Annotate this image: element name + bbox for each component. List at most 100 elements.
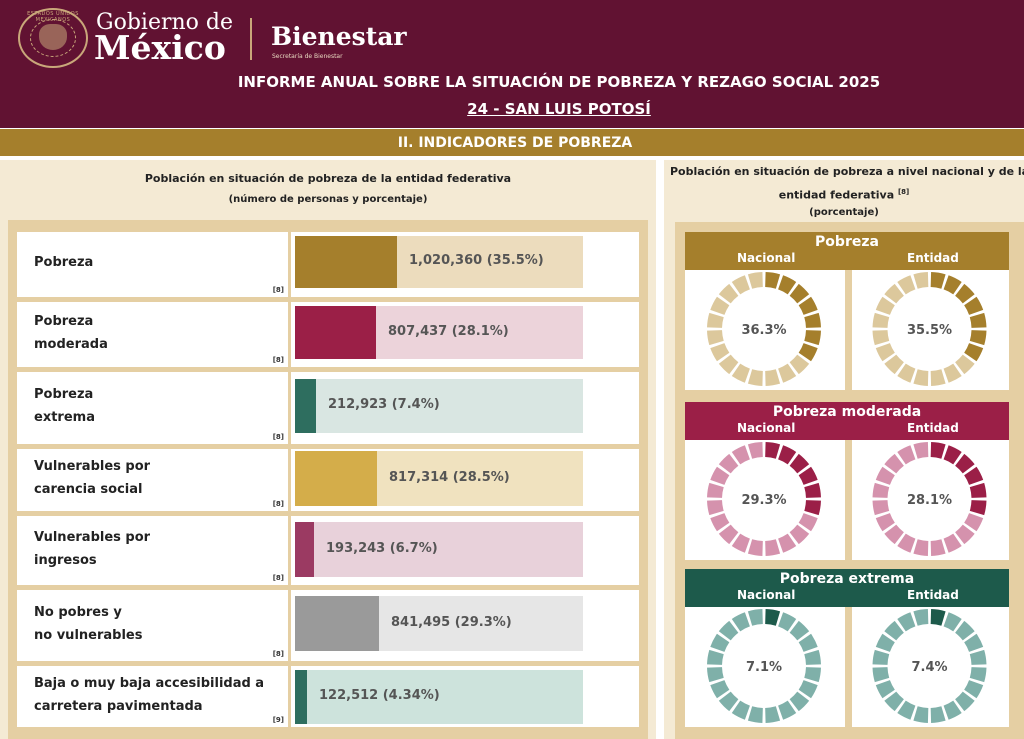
gobierno-line1: Gobierno de — [96, 10, 233, 35]
indicator-bar-cell: 841,495 (29.3%) — [291, 590, 639, 661]
indicator-source-note: [8] — [272, 356, 284, 364]
donut-segment — [731, 445, 750, 465]
donut-group-header: Pobreza Nacional Entidad — [685, 232, 1009, 270]
indicator-value: 212,923 (7.4%) — [328, 397, 440, 412]
donut-segment — [969, 649, 987, 665]
donut-segment — [969, 667, 987, 683]
indicator-label-cell: Baja o muy baja accesibilidad a carretera… — [17, 666, 288, 727]
indicator-label-line2: extrema — [34, 410, 95, 425]
nacional-label: Nacional — [737, 251, 796, 265]
donut-segment — [875, 296, 895, 315]
donut-chart-nacional: 7.1% — [707, 609, 821, 723]
indicator-row: Vulnerables por ingresos [8] 193,243 (6.7%) — [17, 516, 639, 585]
indicator-bar-cell: 807,437 (28.1%) — [291, 302, 639, 367]
donut-segment — [731, 700, 750, 720]
indicator-bar-cell: 817,314 (28.5%) — [291, 449, 639, 511]
indicator-row: Vulnerables por carencia social [8] 817,314… — [17, 449, 639, 511]
donut-segment — [798, 513, 818, 532]
donut-segment — [765, 539, 781, 556]
donut-segment — [969, 482, 987, 498]
donut-segment — [943, 275, 962, 295]
left-panel-title: Población en situación de pobreza de la … — [144, 172, 512, 185]
donut-segment — [789, 354, 810, 375]
header: ESTADOS UNIDOS MEXICANOS Gobierno de Méx… — [0, 0, 1024, 128]
indicator-row: Pobreza [8] 1,020,360 (35.5%) — [17, 232, 639, 297]
indicator-source-note: [8] — [272, 650, 284, 658]
donut-segment — [884, 354, 904, 375]
indicator-label-line1: Pobreza — [34, 313, 94, 329]
donut-segment — [943, 445, 962, 465]
entidad-label: Entidad — [907, 588, 959, 602]
donut-segment — [913, 706, 929, 723]
donut-chart-nacional: 36.3% — [707, 272, 821, 386]
left-panel-subtitle: (número de personas y porcentaje) — [228, 194, 428, 205]
indicator-label-cell: Pobreza moderada [8] — [17, 302, 288, 367]
donut-segment — [804, 667, 821, 683]
indicator-label-line1: Vulnerables por — [34, 529, 151, 545]
donut-segment — [707, 667, 724, 683]
indicator-row: Pobreza extrema [8] 212,923 (7.4%) — [17, 372, 639, 444]
donut-value-label: 7.1% — [746, 660, 782, 675]
indicator-label: Pobreza — [34, 251, 93, 274]
donut-segment — [930, 706, 946, 723]
right-panel-note: [8] — [897, 188, 910, 196]
donut-segment — [930, 272, 946, 289]
donut-segment — [897, 533, 916, 553]
donut-segment — [778, 533, 797, 553]
indicator-bar-fill — [295, 306, 376, 359]
nacional-label: Nacional — [737, 588, 796, 602]
donut-segment — [943, 363, 962, 383]
donut-segment — [897, 612, 916, 632]
indicator-label-line2: ingresos — [34, 552, 97, 568]
indicator-source-note: [8] — [272, 286, 284, 294]
indicator-value: 122,512 (4.34%) — [319, 688, 440, 703]
indicator-label-line1: Vulnerables por — [34, 459, 151, 474]
donut-segment — [789, 691, 810, 712]
donut-segment — [930, 539, 946, 556]
section-title: II. INDICADORES DE POBREZA — [0, 129, 1024, 156]
indicator-bar-fill — [295, 379, 316, 433]
donut-segment — [872, 500, 890, 516]
national-seal-logo: ESTADOS UNIDOS MEXICANOS — [18, 8, 88, 68]
indicator-bar-fill — [295, 451, 377, 506]
donut-segment — [955, 283, 975, 304]
indicator-label: Baja o muy baja accesibilidad a carretera… — [34, 672, 264, 718]
donut-value-label: 35.5% — [907, 323, 952, 338]
indicator-label: Vulnerables por carencia social — [34, 455, 150, 501]
donut-segment — [930, 369, 946, 386]
donut-segment — [718, 283, 739, 304]
donut-segment — [710, 633, 730, 652]
header-divider — [250, 18, 252, 60]
donut-segment — [707, 312, 724, 328]
indicator-label-line2: moderada — [34, 336, 108, 352]
donut-segment — [955, 453, 975, 474]
donut-chart-entidad: 28.1% — [872, 442, 987, 556]
indicator-bar-cell: 122,512 (4.34%) — [291, 666, 639, 727]
report-title: INFORME ANUAL SOBRE LA SITUACIÓN DE POBR… — [237, 73, 881, 91]
donut-segment — [872, 330, 890, 346]
nacional-label: Nacional — [737, 421, 796, 435]
donut-segment — [778, 445, 797, 465]
indicator-source-note: [9] — [272, 716, 284, 724]
indicator-label: Pobreza extrema — [34, 383, 95, 429]
donut-segment — [943, 533, 962, 553]
donut-segment — [747, 706, 763, 723]
donut-segment — [747, 442, 763, 459]
donut-segment — [884, 524, 904, 545]
donut-segment — [897, 445, 916, 465]
donut-segment — [731, 533, 750, 553]
donut-group-title: Pobreza extrema — [779, 571, 915, 587]
indicator-value: 817,314 (28.5%) — [389, 469, 510, 485]
indicator-value: 1,020,360 (35.5%) — [409, 253, 544, 268]
donut-segment — [718, 354, 739, 375]
donut-segment — [884, 283, 904, 304]
indicator-label-line2: carretera pavimentada — [34, 698, 203, 714]
right-panel-subtitle: (porcentaje) — [809, 207, 879, 218]
indicator-row: Pobreza moderada [8] 807,437 (28.1%) — [17, 302, 639, 367]
donut-segment — [718, 691, 739, 712]
donut-segment — [804, 330, 821, 346]
donut-segment — [943, 700, 962, 720]
donut-segment — [964, 680, 984, 699]
donut-segment — [969, 330, 987, 346]
donut-segment — [765, 706, 781, 723]
